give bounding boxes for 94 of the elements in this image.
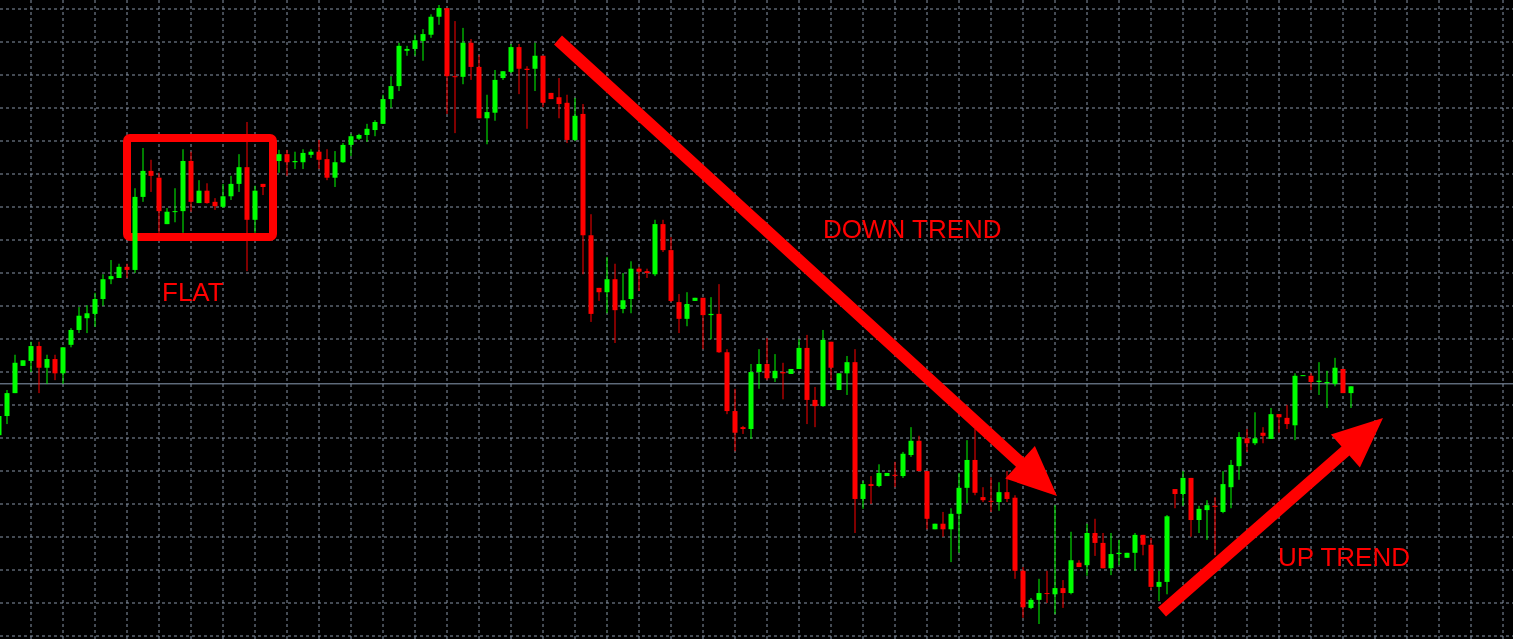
candlestick (28, 341, 34, 373)
candlestick (988, 476, 994, 513)
candlestick (1180, 470, 1186, 507)
candlestick (772, 353, 778, 383)
candlestick (124, 263, 130, 279)
candlestick (204, 182, 210, 205)
candlestick (276, 149, 282, 174)
candlestick (700, 297, 706, 350)
candlestick (1092, 518, 1098, 557)
candlestick (300, 148, 306, 170)
candlestick (1252, 411, 1258, 446)
candlestick (428, 13, 434, 39)
candlestick (348, 133, 354, 157)
candlestick (900, 451, 906, 479)
candlestick (220, 183, 226, 209)
candlestick (756, 348, 762, 390)
annotation: DOWN TREND (823, 214, 1002, 244)
candlestick (636, 266, 642, 292)
candlestick (1036, 578, 1042, 625)
candlestick (100, 273, 106, 307)
candlestick (308, 148, 314, 159)
candlestick (844, 355, 850, 396)
candlestick (732, 388, 738, 452)
candlestick (340, 142, 346, 164)
candlestick (76, 306, 82, 334)
candlestick (1060, 579, 1066, 609)
candlestick (388, 75, 394, 109)
candlestick (4, 389, 10, 425)
candlestick (92, 292, 98, 328)
candlestick (236, 153, 242, 193)
candlestick (1308, 372, 1314, 391)
candlestick (644, 268, 650, 279)
candlestick (372, 119, 378, 137)
candlestick (1132, 532, 1138, 572)
candlestick (1052, 504, 1058, 615)
annotation: FLAT (162, 277, 224, 307)
candlestick (1228, 459, 1234, 509)
candlestick (740, 425, 746, 435)
candlestick (1212, 496, 1218, 556)
candlestick (1196, 505, 1202, 534)
candlestick (892, 461, 898, 488)
candlestick (228, 175, 234, 201)
candlestick (324, 148, 330, 181)
candlestick (420, 28, 426, 62)
candlestick (84, 304, 90, 334)
candlestick (452, 20, 458, 134)
candlestick (684, 291, 690, 327)
candlestick (1004, 470, 1010, 503)
candlestick (1332, 357, 1338, 387)
candlestick (556, 77, 562, 119)
candlestick (1260, 426, 1266, 444)
candlestick (1348, 385, 1354, 409)
candlestick (108, 259, 114, 285)
candlestick (676, 293, 682, 334)
candlestick (36, 341, 42, 394)
candlestick (1284, 404, 1290, 430)
candlestick (316, 139, 322, 170)
candlestick (212, 197, 218, 211)
candlestick (1156, 570, 1162, 602)
candlestick (796, 338, 802, 370)
candlestick (284, 149, 290, 177)
candlestick (148, 159, 154, 193)
candlestick (868, 475, 874, 505)
candlestick (1044, 570, 1050, 604)
candlestick (876, 463, 882, 488)
candlestick (68, 327, 74, 348)
candlestick (532, 42, 538, 92)
candlestick (908, 426, 914, 458)
candlestick (484, 94, 490, 145)
candlestick (860, 480, 866, 510)
candlestick (1204, 499, 1210, 541)
candlestick (996, 481, 1002, 512)
candlestick (596, 287, 602, 302)
candlestick (764, 337, 770, 381)
candlestick (1108, 532, 1114, 576)
candlestick (412, 34, 418, 57)
candlestick (516, 43, 522, 95)
candlestick (436, 4, 442, 26)
candlestick (52, 354, 58, 381)
candlestick (1276, 413, 1282, 434)
candlestick (980, 486, 986, 503)
candlestick (604, 256, 610, 314)
candlestick (172, 187, 178, 223)
candlestick (332, 150, 338, 188)
candlestick (404, 45, 410, 57)
candlestick (948, 507, 954, 563)
candlestick (1244, 428, 1250, 453)
candlestick (364, 123, 370, 143)
candlestick (44, 354, 50, 385)
candlestick (812, 386, 818, 428)
candlestick (260, 183, 266, 196)
candlestick (620, 272, 626, 314)
candlestick (1172, 488, 1178, 509)
annotation: UP TREND (1278, 542, 1410, 572)
